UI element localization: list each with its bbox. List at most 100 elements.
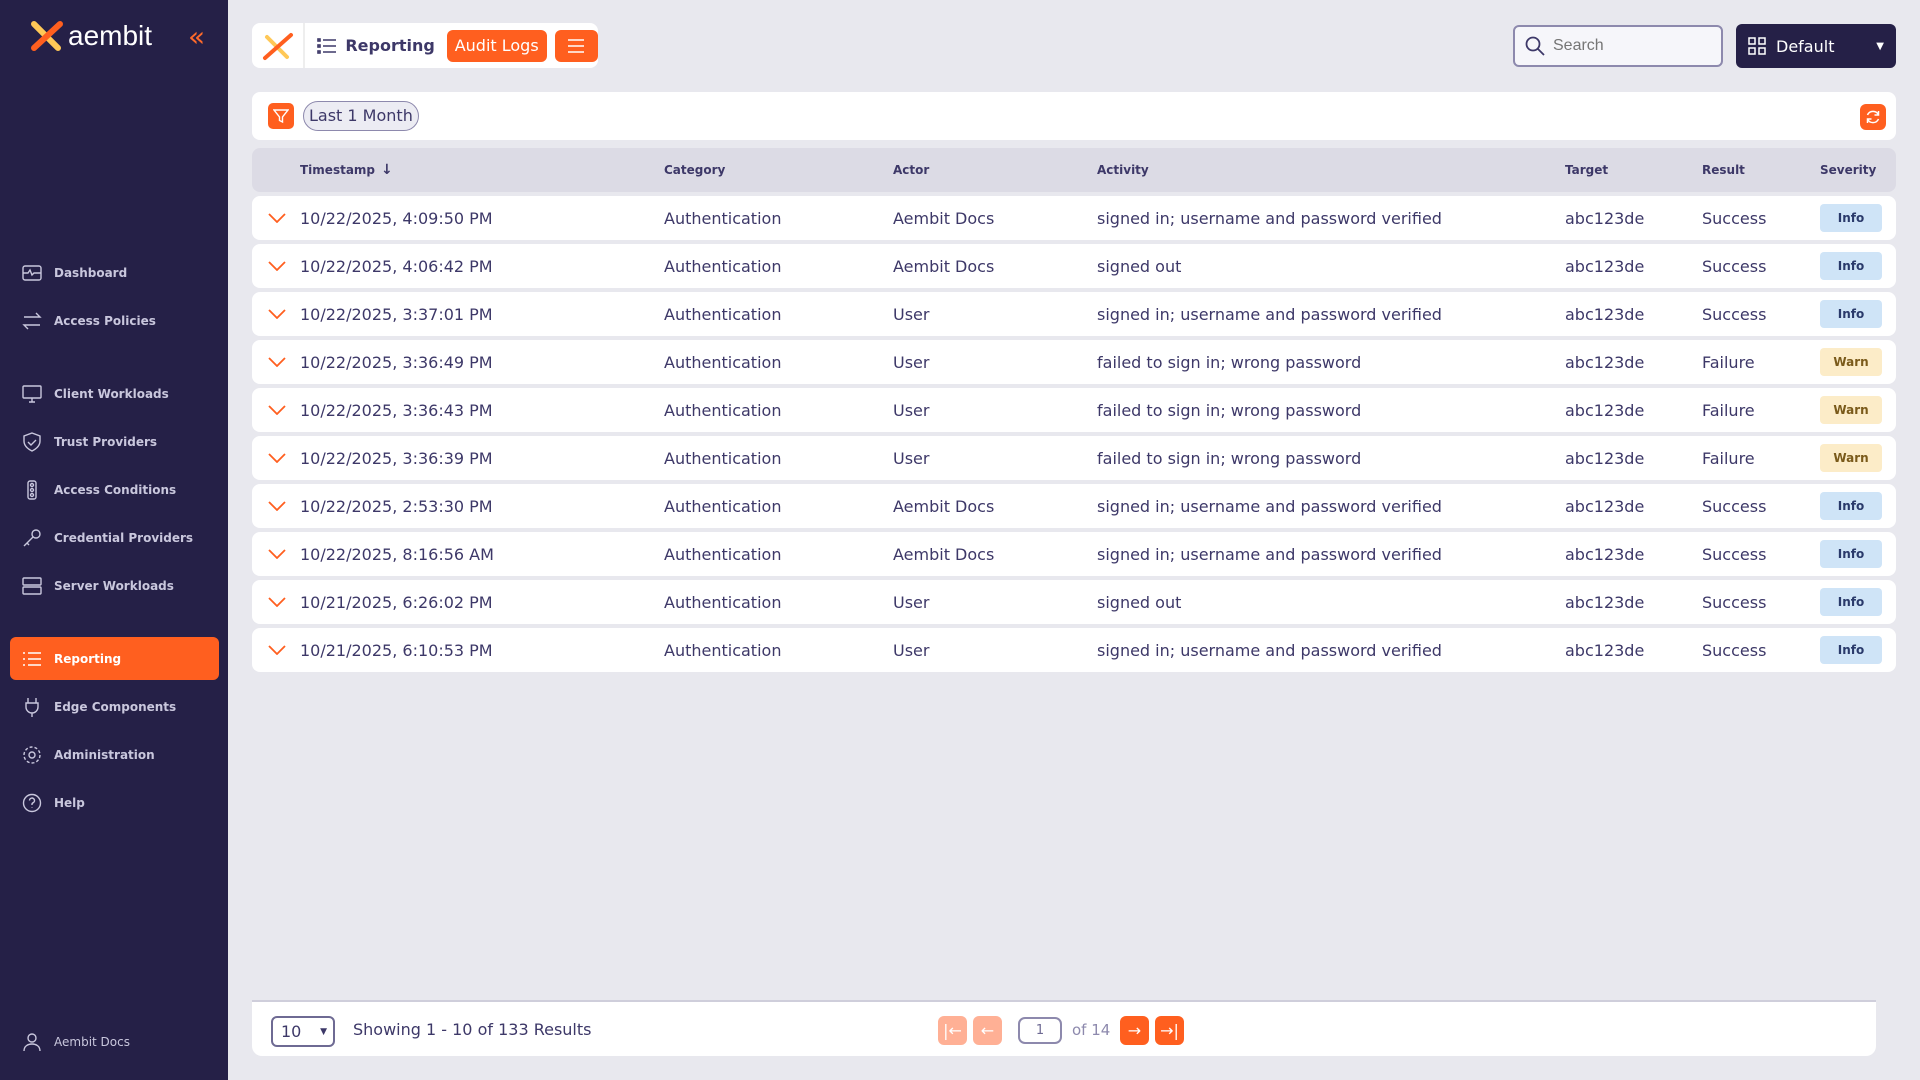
- sidebar-item-trust-providers[interactable]: Trust Providers: [10, 420, 219, 463]
- cell-target: abc123de: [1565, 592, 1645, 612]
- table-row[interactable]: 10/22/2025, 3:36:43 PM Authentication User…: [252, 388, 1896, 432]
- column-header-timestamp[interactable]: Timestamp ↓: [300, 148, 393, 192]
- expand-chevron-icon[interactable]: [268, 580, 286, 624]
- help-icon: [22, 793, 42, 812]
- column-label: Severity: [1820, 163, 1877, 177]
- expand-chevron-icon[interactable]: [268, 436, 286, 480]
- column-header-target[interactable]: Target: [1565, 148, 1608, 192]
- refresh-icon: [1866, 110, 1880, 124]
- cell-actor: User: [893, 592, 930, 612]
- pagination-bar: 10 ▼ Showing 1 - 10 of 133 Results |← ← 1…: [252, 1000, 1876, 1056]
- sidebar-item-label: Reporting: [54, 651, 122, 666]
- cell-activity: signed in; username and password verifie…: [1097, 304, 1442, 324]
- last-page-button[interactable]: →|: [1155, 1016, 1184, 1045]
- key-icon: [23, 528, 41, 546]
- sidebar-item-credential-providers[interactable]: Credential Providers: [10, 516, 219, 559]
- sidebar-item-dashboard[interactable]: Dashboard: [10, 251, 219, 294]
- menu-button[interactable]: [554, 29, 598, 62]
- cell-activity: failed to sign in; wrong password: [1097, 448, 1362, 468]
- sidebar-item-client-workloads[interactable]: Client Workloads: [10, 372, 219, 415]
- sidebar-item-access-policies[interactable]: Access Policies: [10, 299, 219, 342]
- cell-timestamp: 10/22/2025, 2:53:30 PM: [300, 496, 493, 516]
- refresh-button[interactable]: [1860, 104, 1886, 130]
- cell-target: abc123de: [1565, 208, 1645, 228]
- sidebar-item-administration[interactable]: Administration: [10, 733, 219, 776]
- list-icon: [317, 37, 337, 54]
- column-header-activity[interactable]: Activity: [1097, 148, 1149, 192]
- expand-chevron-icon[interactable]: [268, 532, 286, 576]
- next-page-button[interactable]: →: [1120, 1016, 1149, 1045]
- sidebar-item-help[interactable]: Help: [10, 781, 219, 824]
- table-row[interactable]: 10/21/2025, 6:10:53 PM Authentication User…: [252, 628, 1896, 672]
- prev-page-button[interactable]: ←: [973, 1016, 1002, 1045]
- cell-actor: User: [893, 400, 930, 420]
- monitor-icon: [22, 384, 42, 403]
- home-logo-icon[interactable]: [252, 23, 306, 68]
- sidebar-item-access-conditions[interactable]: Access Conditions: [10, 468, 219, 511]
- column-header-actor[interactable]: Actor: [893, 148, 929, 192]
- breadcrumb-reporting[interactable]: Reporting: [317, 36, 435, 55]
- server-icon: [22, 576, 42, 595]
- grid-icon: [1748, 37, 1766, 55]
- top-toolbar: Reporting Audit Logs: [252, 23, 598, 68]
- column-header-category[interactable]: Category: [664, 148, 725, 192]
- cell-category: Authentication: [664, 592, 782, 612]
- collapse-sidebar-icon[interactable]: «: [188, 20, 206, 53]
- sidebar-item-reporting[interactable]: Reporting: [10, 637, 219, 680]
- expand-chevron-icon[interactable]: [268, 196, 286, 240]
- table-row[interactable]: 10/22/2025, 8:16:56 AM Authentication Aemb…: [252, 532, 1896, 576]
- column-header-result[interactable]: Result: [1702, 148, 1745, 192]
- table-row[interactable]: 10/22/2025, 3:37:01 PM Authentication User…: [252, 292, 1896, 336]
- cell-target: abc123de: [1565, 496, 1645, 516]
- table-row[interactable]: 10/22/2025, 4:06:42 PM Authentication Aemb…: [252, 244, 1896, 288]
- search-input[interactable]: [1553, 37, 1703, 55]
- cell-timestamp: 10/22/2025, 3:36:43 PM: [300, 400, 493, 420]
- sidebar-item-edge-components[interactable]: Edge Components: [10, 685, 219, 728]
- severity-badge: Info: [1820, 252, 1882, 280]
- cell-target: abc123de: [1565, 448, 1645, 468]
- expand-chevron-icon[interactable]: [268, 244, 286, 288]
- page-input[interactable]: 1: [1018, 1017, 1062, 1044]
- cell-category: Authentication: [664, 304, 782, 324]
- first-page-button[interactable]: |←: [938, 1016, 967, 1045]
- expand-chevron-icon[interactable]: [268, 340, 286, 384]
- aembit-logo-icon: [31, 21, 63, 51]
- severity-badge: Info: [1820, 588, 1882, 616]
- expand-chevron-icon[interactable]: [268, 484, 286, 528]
- cell-actor: User: [893, 640, 930, 660]
- cell-actor: User: [893, 304, 930, 324]
- table-row[interactable]: 10/22/2025, 2:53:30 PM Authentication Aemb…: [252, 484, 1896, 528]
- list-icon: [23, 651, 41, 666]
- date-range-chip[interactable]: Last 1 Month: [303, 101, 419, 131]
- view-selector[interactable]: Default ▼: [1736, 24, 1896, 68]
- audit-logs-tab[interactable]: Audit Logs: [446, 29, 547, 62]
- expand-chevron-icon[interactable]: [268, 628, 286, 672]
- cell-timestamp: 10/22/2025, 4:09:50 PM: [300, 208, 493, 228]
- severity-badge: Warn: [1820, 444, 1882, 472]
- cell-actor: Aembit Docs: [893, 208, 995, 228]
- column-header-severity[interactable]: Severity: [1820, 148, 1876, 192]
- table-row[interactable]: 10/21/2025, 6:26:02 PM Authentication User…: [252, 580, 1896, 624]
- arrows-icon: [22, 312, 42, 329]
- cell-result: Success: [1702, 592, 1767, 612]
- sidebar-item-label: Server Workloads: [54, 578, 174, 593]
- cell-activity: signed in; username and password verifie…: [1097, 496, 1442, 516]
- caret-down-icon: ▼: [1876, 40, 1884, 52]
- user-menu[interactable]: Aembit Docs: [10, 1020, 219, 1063]
- expand-chevron-icon[interactable]: [268, 388, 286, 432]
- expand-chevron-icon[interactable]: [268, 292, 286, 336]
- table-row[interactable]: 10/22/2025, 3:36:39 PM Authentication User…: [252, 436, 1896, 480]
- table-row[interactable]: 10/22/2025, 4:09:50 PM Authentication Aemb…: [252, 196, 1896, 240]
- column-label: Activity: [1097, 163, 1149, 177]
- search-box[interactable]: [1513, 25, 1723, 67]
- aembit-logo[interactable]: aembit: [30, 20, 152, 52]
- column-label: Category: [664, 163, 726, 177]
- shield-icon: [23, 431, 41, 452]
- sidebar-item-server-workloads[interactable]: Server Workloads: [10, 564, 219, 607]
- cell-result: Failure: [1702, 448, 1755, 468]
- cell-actor: User: [893, 448, 930, 468]
- page-size-select[interactable]: 10 ▼: [271, 1016, 335, 1047]
- table-row[interactable]: 10/22/2025, 3:36:49 PM Authentication User…: [252, 340, 1896, 384]
- filter-button[interactable]: [268, 103, 294, 129]
- cell-result: Success: [1702, 256, 1767, 276]
